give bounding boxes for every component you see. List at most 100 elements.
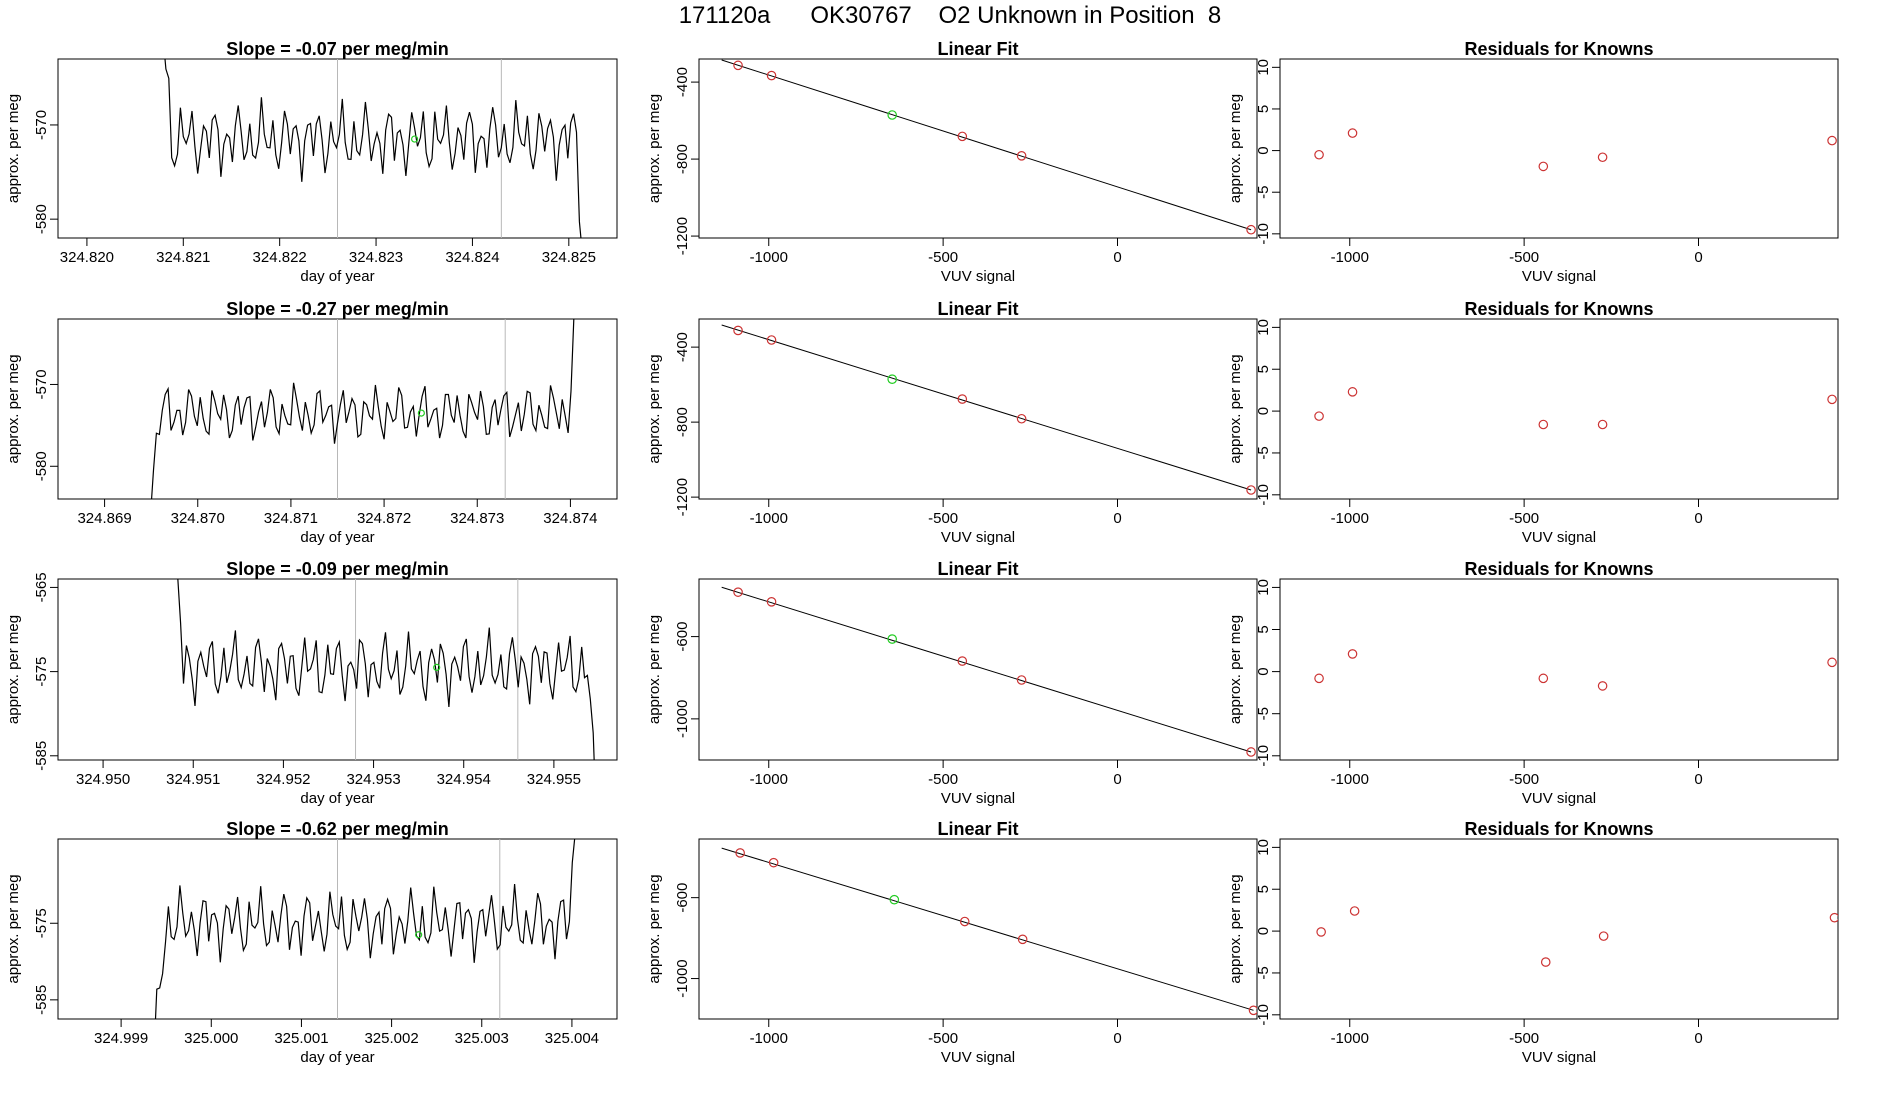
unknown-sample-marker <box>417 409 425 417</box>
fit-line <box>721 59 1252 231</box>
x-tick-label: -500 <box>928 249 958 266</box>
plot-data <box>1316 906 1838 967</box>
y-tick-label: -5 <box>1255 707 1272 720</box>
residuals-panel-3: Residuals for Knowns -1000 -500 0 VUV signal… <box>1227 819 1839 1066</box>
x-axis-label: day of year <box>300 790 374 807</box>
plot-title: Slope = -0.27 per meg/min <box>226 299 449 319</box>
x-tick-label: 324.869 <box>77 510 131 527</box>
residual-point <box>1347 128 1358 138</box>
x-tick-label: 325.001 <box>274 1030 328 1047</box>
y-tick-label: -575 <box>33 908 50 938</box>
time-series-panel-2: Slope = -0.09 per meg/min 324.950 324.951 3… <box>5 559 618 807</box>
known-standard-point <box>766 70 777 81</box>
y-tick-label: -10 <box>1255 1004 1272 1026</box>
linear-fit-panel-2: Linear Fit -1000 -500 0 VUV signal -1000 -600 a… <box>646 559 1258 807</box>
x-tick-label: 0 <box>1694 1030 1702 1047</box>
x-tick-label: -1000 <box>1331 510 1369 527</box>
plot-data <box>721 59 1256 235</box>
x-tick-label: 325.002 <box>364 1030 418 1047</box>
residual-point <box>1314 149 1324 160</box>
y-tick-label: 0 <box>1255 146 1272 154</box>
y-tick-label: -1200 <box>674 478 691 516</box>
y-tick-label: -1000 <box>674 959 691 997</box>
plot-frame <box>698 318 1258 500</box>
residual-point <box>1347 387 1358 397</box>
x-axis-label: day of year <box>300 1049 374 1066</box>
time-series-panel-0: Slope = -0.07 per meg/min 324.820 324.821 3… <box>5 39 618 285</box>
plot-title: Residuals for Knowns <box>1464 39 1653 59</box>
residual-point <box>1538 673 1549 684</box>
plot-data <box>721 586 1256 757</box>
known-standard-point <box>768 857 779 868</box>
residual-point <box>1597 681 1608 691</box>
known-standard-point <box>1016 413 1027 424</box>
y-tick-label: 5 <box>1255 625 1272 633</box>
x-tick-label: -500 <box>1509 510 1539 527</box>
x-tick-label: -500 <box>1509 249 1539 266</box>
x-tick-label: 0 <box>1694 771 1702 788</box>
residual-point <box>1349 906 1360 916</box>
y-tick-label: 10 <box>1255 59 1272 76</box>
page-title: 171120a OK30767 O2 Unknown in Position 8 <box>678 2 1222 29</box>
known-standard-point <box>1246 747 1256 757</box>
residual-point <box>1597 419 1608 430</box>
y-tick-label: -565 <box>33 572 50 602</box>
y-tick-label: -400 <box>674 67 691 97</box>
known-standard-point <box>1246 485 1256 495</box>
known-standard-point <box>735 848 745 858</box>
x-tick-label: 324.953 <box>346 771 400 788</box>
x-tick-label: -1000 <box>750 510 788 527</box>
y-tick-label: -600 <box>674 622 691 652</box>
x-axis-label: VUV signal <box>1522 529 1596 546</box>
known-standard-point <box>957 656 968 666</box>
plot-data <box>177 579 595 760</box>
y-tick-label: 10 <box>1255 579 1272 596</box>
known-standard-point <box>1246 224 1256 235</box>
x-tick-label: 324.954 <box>437 771 491 788</box>
x-tick-label: -500 <box>1509 771 1539 788</box>
y-axis-label: approx. per meg <box>5 874 22 983</box>
known-standard-point <box>957 131 968 142</box>
x-axis-label: VUV signal <box>1522 268 1596 285</box>
y-tick-label: 0 <box>1255 667 1272 675</box>
y-axis-label: approx. per meg <box>646 94 663 203</box>
x-tick-label: 0 <box>1113 771 1121 788</box>
y-tick-label: -5 <box>1255 966 1272 979</box>
y-tick-label: -570 <box>33 369 50 399</box>
plot-data <box>721 324 1256 495</box>
residual-point <box>1598 931 1609 941</box>
plot-title: Linear Fit <box>937 39 1018 59</box>
residual-point <box>1597 152 1608 163</box>
plot-title: Slope = -0.62 per meg/min <box>226 819 449 839</box>
x-tick-label: 325.004 <box>545 1030 599 1047</box>
x-tick-label: 0 <box>1113 1030 1121 1047</box>
residual-point <box>1540 957 1551 967</box>
x-tick-label: -1000 <box>750 1030 788 1047</box>
y-tick-label: -10 <box>1255 223 1272 245</box>
y-axis-label: approx. per meg <box>5 615 22 724</box>
plot-data <box>150 319 575 499</box>
residual-point <box>1538 161 1549 172</box>
x-axis-label: VUV signal <box>1522 1049 1596 1066</box>
x-tick-label: -500 <box>928 1030 958 1047</box>
x-tick-label: 324.872 <box>357 510 411 527</box>
y-tick-label: 5 <box>1255 885 1272 893</box>
unknown-sample-marker <box>415 931 423 939</box>
y-tick-label: -800 <box>674 144 691 174</box>
unknown-sample-point <box>887 110 898 120</box>
unknown-sample-point <box>887 374 898 384</box>
x-tick-label: 0 <box>1694 510 1702 527</box>
signal-trace <box>177 579 595 760</box>
plot-title: Linear Fit <box>937 299 1018 319</box>
plot-title: Residuals for Knowns <box>1464 819 1653 839</box>
plot-frame <box>1279 318 1839 500</box>
plot-data <box>721 847 1257 1016</box>
known-standard-point <box>733 587 743 597</box>
y-tick-label: 0 <box>1255 927 1272 935</box>
y-tick-label: -5 <box>1255 186 1272 199</box>
y-tick-label: 0 <box>1255 407 1272 415</box>
plot-title: Linear Fit <box>937 819 1018 839</box>
x-tick-label: 324.822 <box>253 249 307 266</box>
known-standard-point <box>957 394 968 404</box>
x-tick-label: -1000 <box>750 249 788 266</box>
